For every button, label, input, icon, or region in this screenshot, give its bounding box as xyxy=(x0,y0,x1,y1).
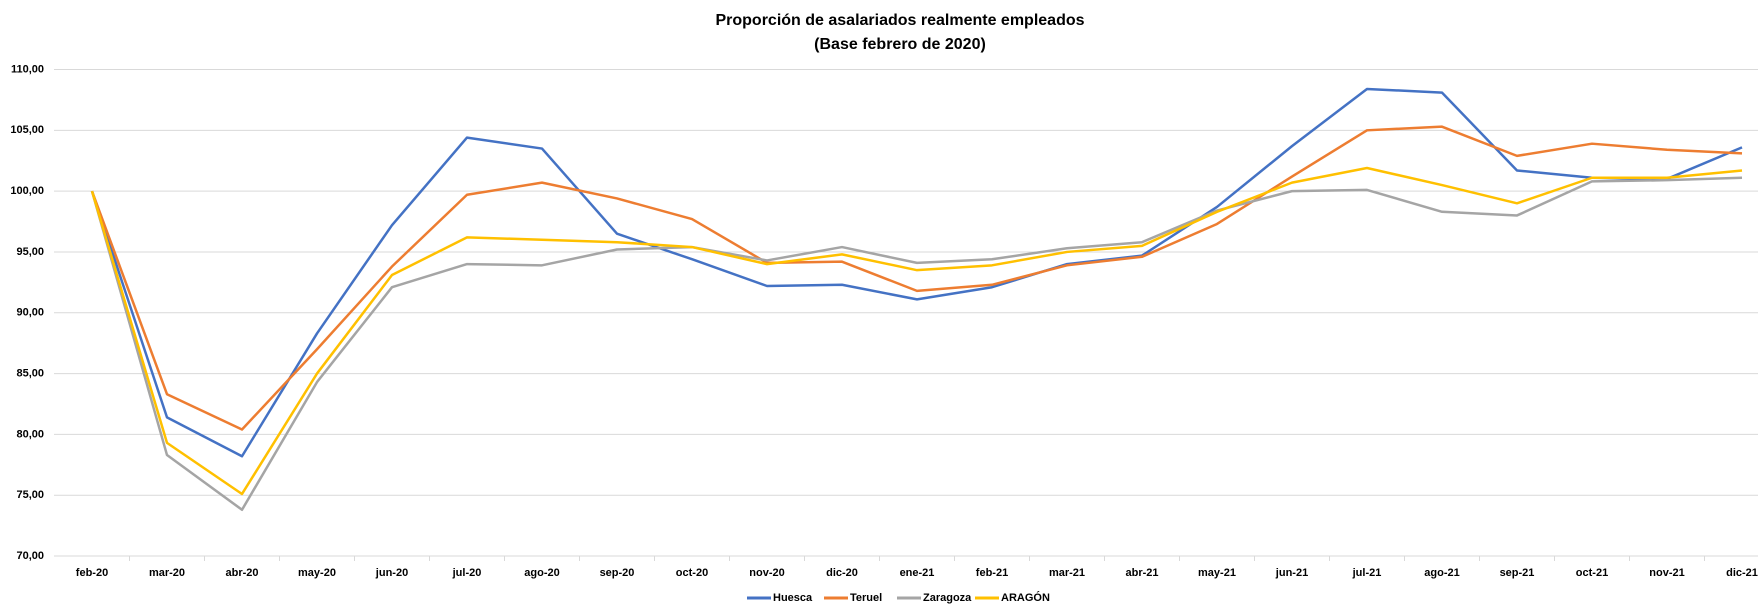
x-tick-label: may-20 xyxy=(298,567,336,579)
x-tick-label: ago-20 xyxy=(524,567,559,579)
y-tick-label: 75,00 xyxy=(16,489,44,501)
x-tick-label: feb-21 xyxy=(976,567,1008,579)
x-tick-label: jun-20 xyxy=(375,567,408,579)
y-tick-label: 90,00 xyxy=(16,307,44,319)
legend-label: ARAGÓN xyxy=(1001,591,1050,604)
chart-subtitle: (Base febrero de 2020) xyxy=(814,36,986,53)
legend-label: Teruel xyxy=(850,592,882,604)
x-tick-label: jul-20 xyxy=(452,567,482,579)
legend-label: Zaragoza xyxy=(923,592,972,604)
x-tick-label: ago-21 xyxy=(1424,567,1459,579)
x-tick-label: abr-21 xyxy=(1125,567,1158,579)
y-tick-label: 80,00 xyxy=(16,428,44,440)
series-line xyxy=(90,166,1743,496)
x-tick-label: oct-21 xyxy=(1576,567,1608,579)
x-tick-label: sep-21 xyxy=(1500,567,1535,579)
series-line xyxy=(90,176,1743,512)
x-tick-label: nov-20 xyxy=(749,567,784,579)
x-tick-label: dic-20 xyxy=(826,567,858,579)
y-tick-label: 110,00 xyxy=(11,63,44,75)
y-tick-label: 100,00 xyxy=(10,185,44,197)
x-tick-label: sep-20 xyxy=(600,567,635,579)
x-tick-label: mar-21 xyxy=(1049,567,1085,579)
x-tick-label: may-21 xyxy=(1198,567,1236,579)
x-tick-label: oct-20 xyxy=(676,567,708,579)
y-tick-label: 85,00 xyxy=(16,367,44,379)
x-tick-label: jul-21 xyxy=(1352,567,1382,579)
x-tick-label: mar-20 xyxy=(149,567,185,579)
x-tick-label: jun-21 xyxy=(1275,567,1308,579)
y-tick-label: 105,00 xyxy=(10,124,44,136)
x-tick-label: abr-20 xyxy=(225,567,258,579)
x-tick-label: nov-21 xyxy=(1649,567,1684,579)
chart-title: Proporción de asalariados realmente empl… xyxy=(715,12,1084,29)
series-line xyxy=(90,125,1743,431)
x-tick-label: feb-20 xyxy=(76,567,108,579)
y-tick-label: 70,00 xyxy=(16,550,44,562)
y-tick-label: 95,00 xyxy=(16,246,44,258)
x-tick-label: ene-21 xyxy=(900,567,935,579)
x-tick-label: dic-21 xyxy=(1726,567,1758,579)
legend-label: Huesca xyxy=(773,592,813,604)
series-line xyxy=(90,87,1743,458)
